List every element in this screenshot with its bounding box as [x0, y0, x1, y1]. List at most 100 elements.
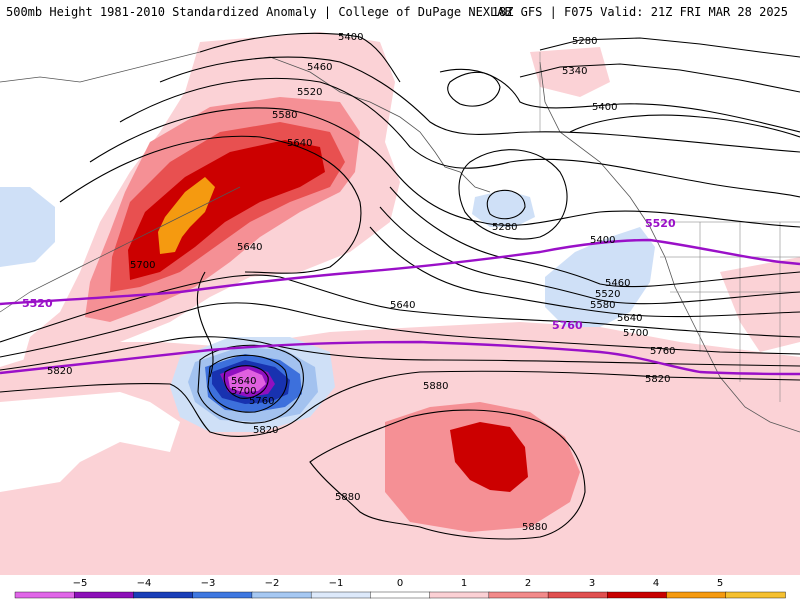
neg-anomaly-1-west [0, 187, 55, 267]
contour-5640-loop [196, 271, 214, 378]
contour-label: 5280 [492, 222, 517, 233]
contour-label: 5340 [562, 66, 587, 77]
colorbar-segment [74, 591, 135, 599]
contour-label: 5280 [572, 36, 597, 47]
colorbar-segment [429, 591, 490, 599]
colorbar-tick-label: 3 [589, 578, 595, 589]
colorbar-segment [488, 591, 549, 599]
contour-label: 5520 [297, 87, 322, 98]
contour-label: 5640 [390, 300, 415, 311]
coastline-west-na [539, 61, 800, 433]
contour-5280-north [539, 37, 800, 58]
contour-label: 5520 [595, 289, 620, 300]
contour-5700-low [207, 354, 288, 413]
contour-5580-mid [369, 226, 800, 318]
contour-5280-ring [447, 71, 501, 107]
contour-label: 5700 [623, 328, 648, 339]
contour-label: 5820 [645, 374, 670, 385]
model-run-info: 18Z GFS | F075 Valid: 21Z FRI MAR 28 202… [491, 5, 788, 19]
contour-label: 5640 [287, 138, 312, 149]
state-borders [539, 52, 800, 402]
colorbar-tick-label: 5 [717, 578, 723, 589]
colorbar [14, 591, 786, 599]
contour-label: 5880 [522, 522, 547, 533]
contour-label: 5400 [338, 32, 363, 43]
colorbar-tick-label: 1 [461, 578, 467, 589]
contour-label: 5460 [605, 278, 630, 289]
purple-contour-label: 5760 [552, 319, 583, 332]
colorbar-tick-label: −3 [201, 578, 216, 589]
contour-label: 5460 [307, 62, 332, 73]
contour-label: 5760 [650, 346, 675, 357]
contour-5640-low [223, 365, 269, 399]
purple-contour-5760 [0, 340, 800, 376]
contour-labels: 5400 5280 5340 5400 5460 5520 5580 5640 … [22, 32, 676, 533]
contour-label: 5880 [423, 381, 448, 392]
contour-5400-north [199, 32, 800, 133]
contour-5820-south [0, 370, 800, 437]
colorbar-segment [192, 591, 253, 599]
pos-anomaly-patch-north [530, 47, 610, 97]
neg-anomaly-1-trough [545, 227, 655, 327]
purple-contour-label: 5520 [645, 217, 676, 230]
contour-label: 5760 [249, 396, 274, 407]
colorbar-tick-label: 4 [653, 578, 659, 589]
contour-label: 5400 [590, 235, 615, 246]
colorbar-tick-label: −1 [329, 578, 344, 589]
neg-anomaly-6-low [228, 369, 266, 392]
colorbar-legend: −5 −4 −3 −2 −1 0 1 2 3 4 5 [14, 578, 786, 599]
contour-label: 5880 [335, 492, 360, 503]
colorbar-segment [547, 591, 609, 599]
colorbar-segment [725, 591, 786, 599]
contour-5280-low [486, 189, 526, 220]
contour-5460-mid [389, 186, 800, 288]
coastline-siberia [0, 51, 201, 83]
contour-label: 5640 [617, 313, 642, 324]
colorbar-segment [14, 591, 75, 599]
contour-5460-north [159, 56, 800, 153]
colorbar-tick-label: −4 [137, 578, 152, 589]
purple-contour-label: 5520 [22, 297, 53, 310]
contour-5880-subtropical [309, 409, 586, 540]
contour-label: 5700 [231, 386, 256, 397]
contour-5640-north [59, 135, 362, 274]
purple-contour-5520 [0, 238, 800, 306]
contour-label: 5820 [253, 425, 278, 436]
coastline-aleutians [0, 186, 241, 313]
colorbar-segment [666, 591, 727, 599]
contour-5520-mid [379, 206, 800, 305]
colorbar-tick-label: −2 [265, 578, 280, 589]
contour-5400-ne [569, 114, 800, 138]
colorbar-tick-label: −5 [73, 578, 88, 589]
contour-label: 5580 [272, 110, 297, 121]
contour-label: 5820 [47, 366, 72, 377]
anomaly-map: 5400 5280 5340 5400 5460 5520 5580 5640 … [0, 22, 800, 575]
contour-label: 5400 [592, 102, 617, 113]
colorbar-ticks: −5 −4 −3 −2 −1 0 1 2 3 4 5 [73, 578, 724, 589]
pos-anomaly-5-ridge [158, 177, 215, 254]
pos-anomaly-4-subtropical [450, 422, 528, 492]
contour-label: 5700 [130, 260, 155, 271]
chart-title: 500mb Height 1981-2010 Standardized Anom… [6, 5, 512, 19]
contour-label: 5580 [590, 300, 615, 311]
purple-contours [0, 238, 800, 376]
contour-5760-mid [0, 336, 800, 371]
contour-label: 5640 [237, 242, 262, 253]
coastline-alaska [229, 56, 491, 193]
contour-5520-north [119, 77, 800, 198]
colorbar-segment [370, 591, 431, 599]
colorbar-tick-label: 2 [525, 578, 531, 589]
colorbar-tick-label: 0 [397, 578, 403, 589]
contour-5700-mid [0, 302, 800, 358]
colorbar-segment [133, 591, 194, 599]
contour-5400-low [458, 149, 568, 240]
contour-label: 5640 [231, 376, 256, 387]
colorbar-segment [310, 591, 372, 599]
height-contours [0, 32, 800, 540]
contour-5580-north [89, 107, 800, 228]
contour-5760-low [197, 344, 304, 424]
contour-5340 [519, 63, 800, 93]
colorbar-segment [251, 591, 312, 599]
title-bar: 500mb Height 1981-2010 Standardized Anom… [0, 0, 800, 22]
colorbar-segment [607, 591, 668, 599]
